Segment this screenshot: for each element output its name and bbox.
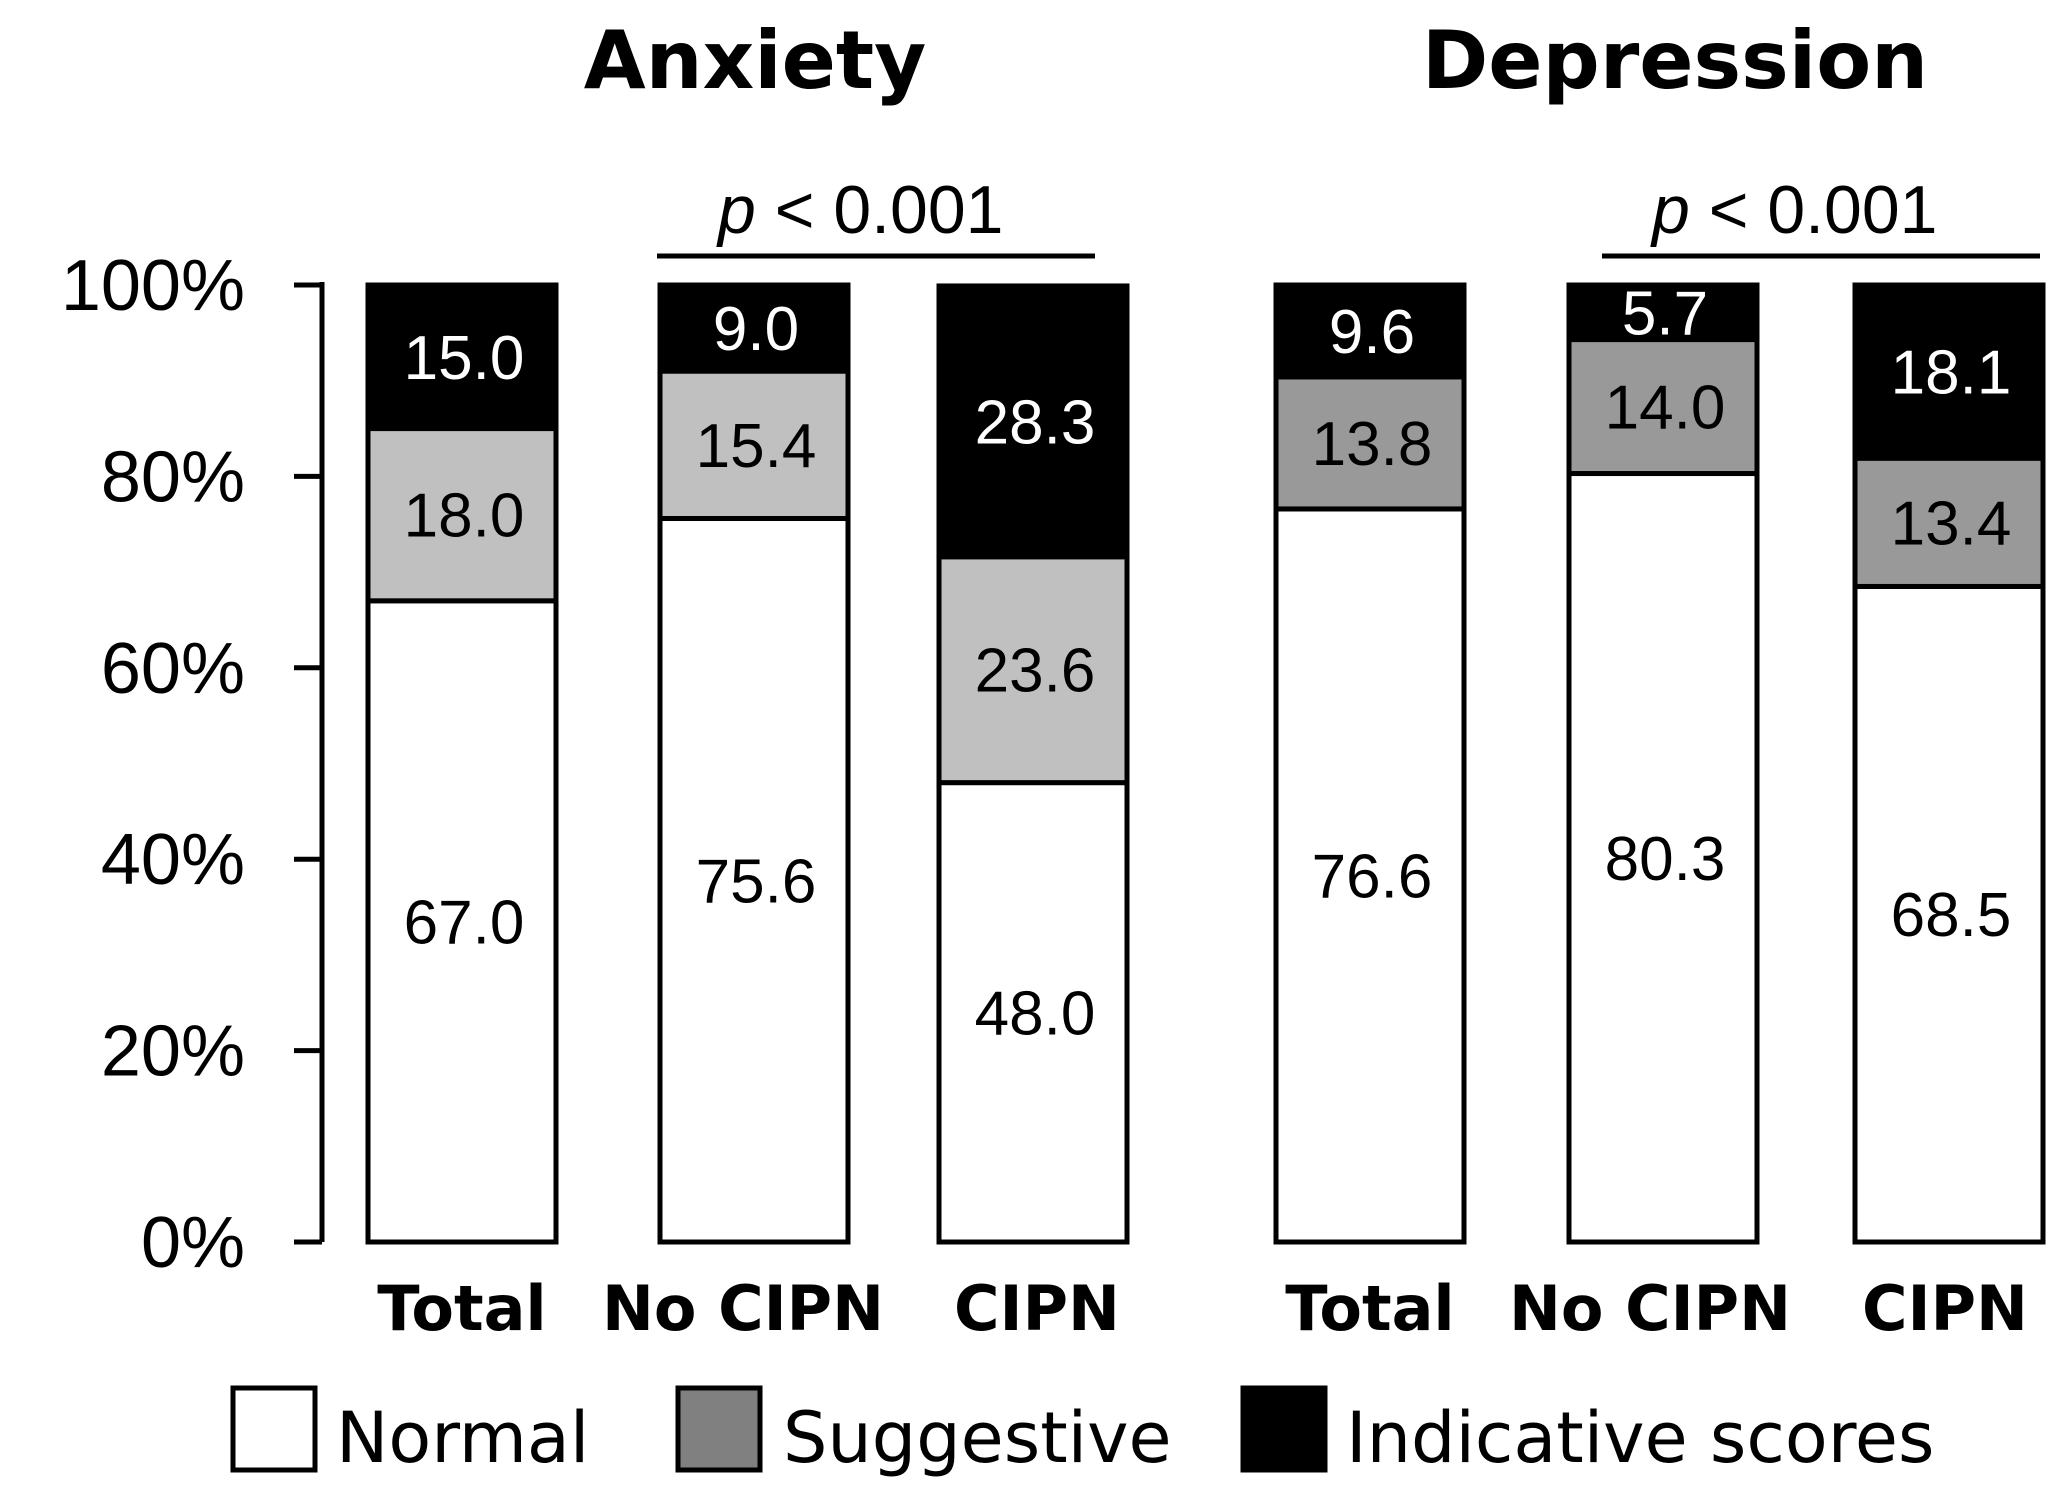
anxiety-p-symbol: p: [716, 172, 756, 248]
anxiety-category-no-cipn: No CIPN: [602, 1272, 884, 1345]
depression-value-label: 13.8: [1312, 410, 1433, 479]
anxiety-bar-indicative: [365, 282, 559, 432]
anxiety-bar-normal: [657, 516, 851, 1245]
legend: Normal Suggestive Indicative scores: [230, 1385, 1934, 1479]
anxiety-bar-indicative: [657, 282, 851, 374]
depression-value-label: 76.6: [1312, 842, 1433, 911]
depression-value-label: 68.5: [1891, 881, 2012, 950]
anxiety-title: Anxiety: [584, 14, 927, 107]
anxiety-value-label: 15.0: [404, 324, 525, 393]
y-tick-label: 100%: [61, 246, 245, 326]
depression-value-label: 18.1: [1891, 339, 2012, 408]
anxiety-bar-suggestive: [365, 426, 559, 604]
depression-p-symbol: p: [1650, 172, 1690, 248]
y-axis-ticks: 0% 20% 40% 60% 80% 100%: [61, 246, 322, 1283]
depression-bar-suggestive: [1566, 337, 1760, 477]
bars-layer: 67.0 18.0 15.0 75.6 15.4 9.0 48.0 23.6 28.3 76.6 1…: [365, 279, 2046, 1245]
depression-value-label: 80.3: [1605, 825, 1726, 894]
depression-bar-indicative: [1852, 282, 2046, 461]
depression-bar-normal: [1273, 506, 1467, 1245]
depression-bar-indicative: [1566, 282, 1760, 343]
anxiety-value-label: 18.0: [404, 482, 525, 551]
anxiety-value-label: 48.0: [975, 979, 1096, 1048]
anxiety-value-label: 75.6: [696, 847, 817, 916]
depression-bar-indicative: [1273, 282, 1467, 380]
anxiety-bar-suggestive: [936, 554, 1130, 786]
y-tick-label: 80%: [101, 437, 245, 517]
depression-category-cipn: CIPN: [1862, 1272, 2028, 1345]
depression-bar-suggestive: [1852, 455, 2046, 589]
y-tick-label: 60%: [101, 629, 245, 709]
depression-p-rest: < 0.001: [1690, 172, 1938, 248]
depression-value-label: 13.4: [1891, 489, 2012, 558]
anxiety-bar-normal: [365, 598, 559, 1245]
depression-title: Depression: [1422, 14, 1928, 107]
anxiety-value-label: 9.0: [713, 295, 799, 364]
legend-label-normal: Normal: [336, 1397, 589, 1479]
depression-category-no-cipn: No CIPN: [1509, 1272, 1791, 1345]
anxiety-value-label: 15.4: [696, 412, 817, 481]
anxiety-category-total: Total: [377, 1272, 546, 1345]
depression-value-label: 5.7: [1622, 279, 1708, 348]
anxiety-bar-indicative: [936, 283, 1130, 560]
anxiety-value-label: 23.6: [975, 637, 1096, 706]
y-tick-label: 40%: [101, 820, 245, 900]
anxiety-p-value: p < 0.001: [716, 172, 1004, 248]
anxiety-value-label: 28.3: [975, 388, 1096, 457]
depression-value-label: 9.6: [1329, 298, 1415, 367]
anxiety-p-rest: < 0.001: [756, 172, 1004, 248]
legend-swatch-indicative: [1240, 1385, 1328, 1473]
depression-category-total: Total: [1285, 1272, 1454, 1345]
legend-swatch-normal: [230, 1385, 318, 1473]
depression-bar-normal: [1852, 583, 2046, 1245]
anxiety-category-cipn: CIPN: [954, 1272, 1120, 1345]
legend-label-indicative: Indicative scores: [1346, 1397, 1934, 1479]
depression-value-label: 14.0: [1605, 374, 1726, 443]
legend-label-suggestive: Suggestive: [783, 1397, 1172, 1479]
depression-p-value: p < 0.001: [1650, 172, 1938, 248]
y-tick-label: 20%: [101, 1012, 245, 1092]
anxiety-value-label: 67.0: [404, 888, 525, 957]
legend-swatch-suggestive: [675, 1385, 763, 1473]
y-tick-label: 0%: [141, 1203, 245, 1283]
